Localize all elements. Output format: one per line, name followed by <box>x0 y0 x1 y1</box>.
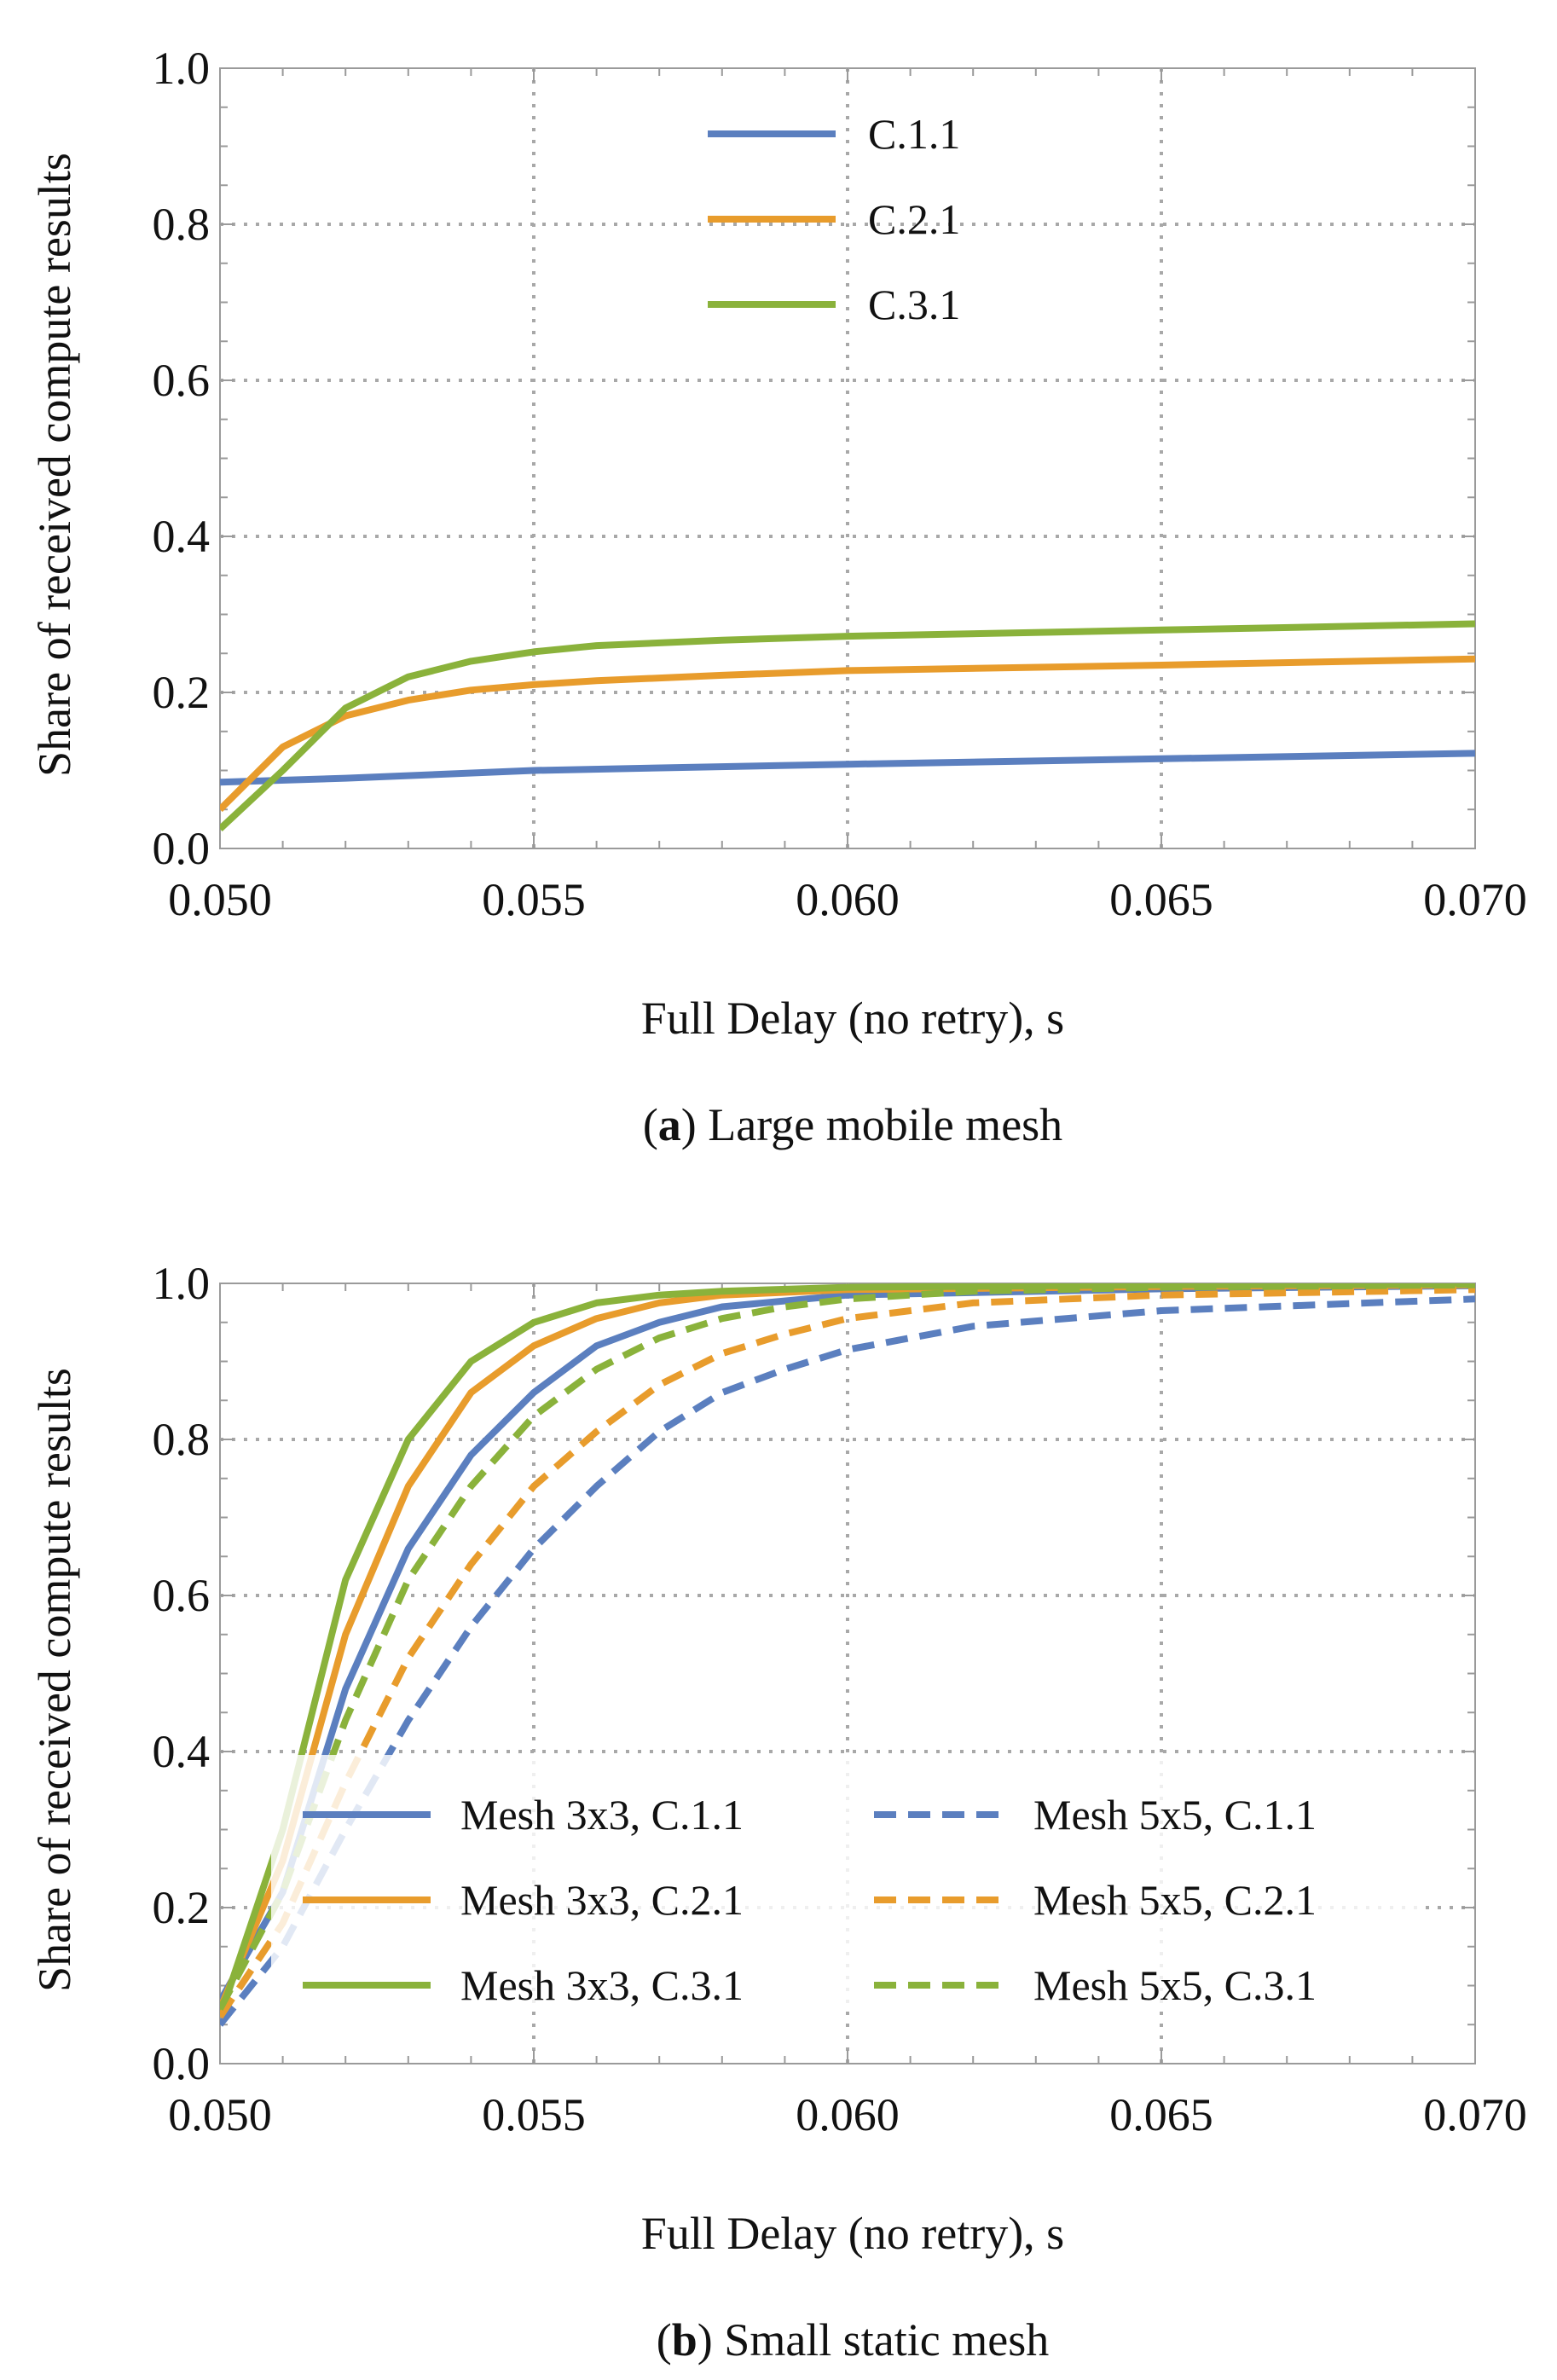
legend-label: C.1.1 <box>868 110 960 158</box>
caption-text: Large mobile mesh <box>708 1099 1062 1150</box>
legend-label: C.2.1 <box>868 195 960 243</box>
legend-label: Mesh 3x3, C.2.1 <box>460 1876 744 1924</box>
x-tick-label: 0.070 <box>1423 874 1527 925</box>
y-tick-label: 0.6 <box>153 1570 211 1621</box>
y-tick-label: 1.0 <box>153 1258 211 1309</box>
x-tick-label: 0.050 <box>168 874 272 925</box>
series-line-6 <box>220 1283 1475 2011</box>
legend-label: Mesh 3x3, C.3.1 <box>460 1961 744 2009</box>
y-axis-label: Share of received compute results <box>29 1368 80 1992</box>
legend-box <box>271 1755 1422 2011</box>
legend-label: Mesh 5x5, C.3.1 <box>1033 1961 1317 2009</box>
x-tick-label: 0.055 <box>482 2089 586 2140</box>
y-tick-label: 0.8 <box>153 1414 211 1465</box>
y-axis-label: Share of received compute results <box>29 153 80 777</box>
caption: (b) Small static mesh <box>657 2314 1049 2366</box>
y-tick-label: 0.2 <box>153 667 211 718</box>
y-tick-label: 0.0 <box>153 2038 211 2089</box>
y-tick-label: 0.4 <box>153 1726 211 1777</box>
legend-label: C.3.1 <box>868 281 960 328</box>
x-tick-label: 0.055 <box>482 874 586 925</box>
caption-label: b <box>672 2314 697 2366</box>
y-tick-label: 1.0 <box>153 43 211 94</box>
series-line-1 <box>220 750 1475 786</box>
legend-label: Mesh 5x5, C.2.1 <box>1033 1876 1317 1924</box>
caption-text: Small static mesh <box>724 2314 1049 2366</box>
legend-label: Mesh 5x5, C.1.1 <box>1033 1791 1317 1839</box>
series-line-3 <box>220 620 1475 832</box>
y-tick-label: 0.6 <box>153 355 211 406</box>
x-tick-label: 0.065 <box>1109 874 1213 925</box>
x-tick-label: 0.060 <box>796 874 900 925</box>
y-tick-label: 0.0 <box>153 823 211 874</box>
caption: (a) Large mobile mesh <box>643 1099 1062 1150</box>
chart-large-mobile-mesh: Share of received compute results Full D… <box>29 43 1527 1150</box>
series-line-3 <box>220 1283 1475 2018</box>
x-axis-label: Full Delay (no retry), s <box>641 2208 1064 2259</box>
x-tick-label: 0.060 <box>796 2089 900 2140</box>
x-tick-label: 0.065 <box>1109 2089 1213 2140</box>
y-tick-label: 0.2 <box>153 1882 211 1933</box>
x-tick-label: 0.050 <box>168 2089 272 2140</box>
x-axis-label: Full Delay (no retry), s <box>641 993 1064 1044</box>
chart-small-static-mesh: Share of received compute results Full D… <box>29 1258 1527 2366</box>
x-tick-label: 0.070 <box>1423 2089 1527 2140</box>
legend-label: Mesh 3x3, C.1.1 <box>460 1791 744 1839</box>
caption-label: a <box>658 1099 681 1150</box>
y-tick-label: 0.8 <box>153 199 211 250</box>
y-tick-label: 0.4 <box>153 511 211 562</box>
